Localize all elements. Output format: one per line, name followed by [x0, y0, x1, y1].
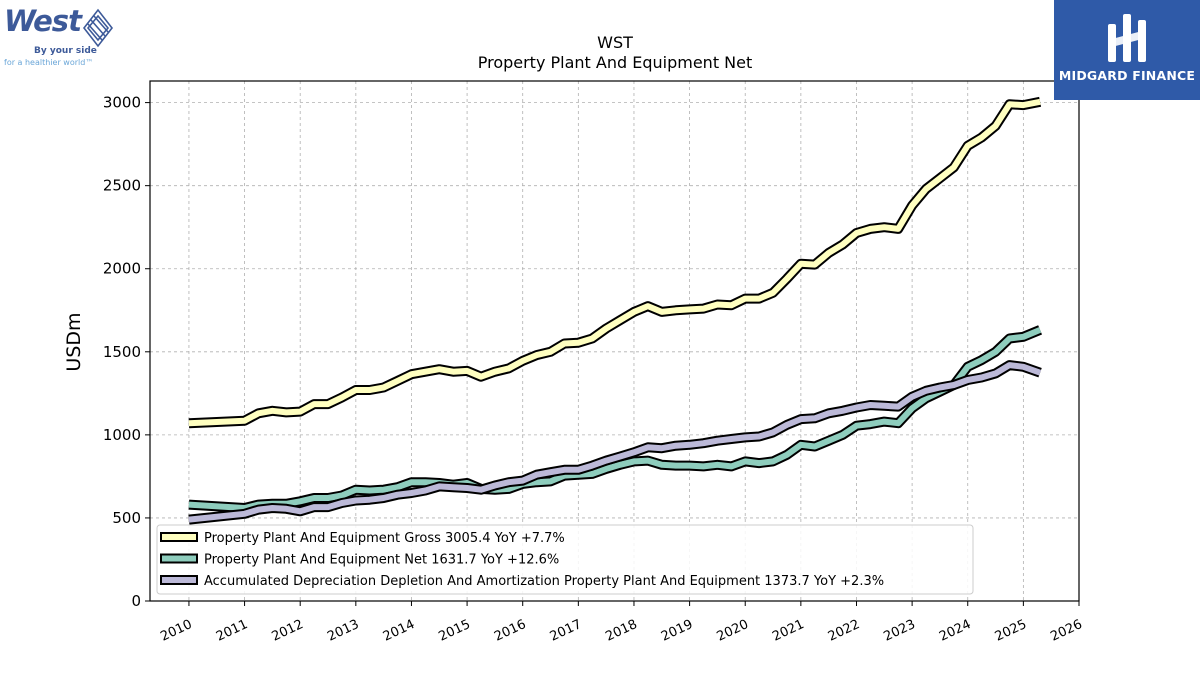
- legend-swatch-0: [160, 532, 198, 542]
- x-tick-label: 2017: [548, 617, 584, 645]
- legend-entry-0: Property Plant And Equipment Gross 3005.…: [204, 531, 565, 546]
- y-tick-label: 1000: [103, 426, 141, 444]
- y-tick-label: 2000: [103, 260, 141, 278]
- x-tick-label: 2025: [993, 617, 1029, 645]
- series-lines: [188, 96, 1043, 525]
- chart-subtitle: Property Plant And Equipment Net: [478, 53, 753, 72]
- y-axis-label: USDm: [63, 312, 85, 371]
- legend-entry-2: Accumulated Depreciation Depletion And A…: [204, 574, 884, 589]
- series-line-1: [188, 327, 1042, 511]
- legend-swatch-1: [160, 553, 198, 564]
- west-logo: West By your side for a healthier world™: [4, 4, 116, 70]
- y-tick-label: 500: [112, 509, 141, 527]
- x-tick-label: 2013: [325, 617, 361, 645]
- west-logo-tagline: By your side: [34, 46, 97, 56]
- x-tick-label: 2014: [381, 617, 417, 645]
- grid: [150, 81, 1080, 602]
- x-tick-label: 2019: [659, 617, 695, 645]
- x-tick-label: 2016: [492, 617, 528, 645]
- midgard-finance-logo: MIDGARD FINANCE: [1054, 0, 1200, 100]
- legend-box: [156, 524, 974, 595]
- legend: Property Plant And Equipment Gross 3005.…: [156, 524, 974, 595]
- plot-frame: [149, 80, 1080, 602]
- x-tick-label: 2021: [770, 617, 806, 645]
- x-tick-label: 2011: [214, 617, 250, 645]
- x-tick-label: 2010: [158, 617, 194, 645]
- midgard-logo-wordmark: MIDGARD FINANCE: [1058, 68, 1196, 83]
- x-axis: 2010 2011 2012 2013 2014 2015 2016 2017 2018 2019…: [158, 601, 1085, 645]
- midgard-logo-mark: [1108, 14, 1146, 62]
- west-logo-wordmark: West: [4, 4, 82, 38]
- y-tick-label: 1500: [103, 343, 141, 361]
- y-tick-label: 2500: [103, 177, 141, 195]
- west-logo-tagline-2: for a healthier world™: [4, 58, 94, 67]
- legend-swatch-2: [160, 575, 198, 585]
- legend-entry-1: Property Plant And Equipment Net 1631.7 …: [204, 553, 559, 568]
- y-tick-label: 0: [131, 592, 141, 610]
- x-tick-label: 2026: [1048, 617, 1084, 645]
- y-axis: 0 500 1000 1500 2000 2500 3000: [103, 94, 150, 610]
- x-tick-label: 2020: [715, 617, 751, 645]
- series-line-0: [188, 98, 1041, 427]
- x-tick-label: 2018: [603, 617, 639, 645]
- x-tick-label: 2024: [937, 617, 973, 645]
- chart-title: WST: [597, 33, 633, 52]
- x-tick-label: 2012: [270, 617, 306, 645]
- x-tick-label: 2023: [881, 617, 917, 645]
- x-tick-label: 2015: [436, 617, 472, 645]
- x-tick-label: 2022: [826, 617, 862, 645]
- series-line-2: [188, 362, 1042, 523]
- y-tick-label: 3000: [103, 94, 141, 112]
- west-logo-mark: [82, 8, 114, 48]
